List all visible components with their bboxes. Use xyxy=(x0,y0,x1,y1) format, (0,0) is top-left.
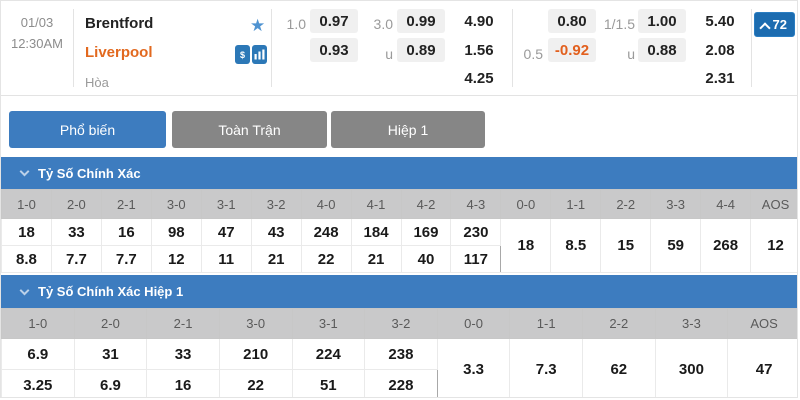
svg-text:$: $ xyxy=(240,50,245,60)
